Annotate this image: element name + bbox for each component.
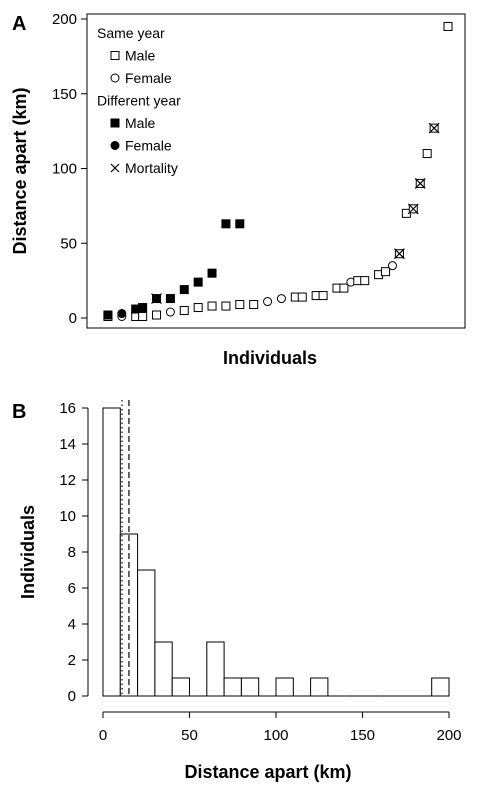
data-point xyxy=(103,310,113,320)
histogram-bar xyxy=(171,677,190,697)
panel-a-label: A xyxy=(12,13,26,35)
mortality-marker xyxy=(414,178,426,189)
panel-b-bars xyxy=(102,407,450,697)
data-point xyxy=(179,285,189,295)
y-tick-label: 0 xyxy=(69,310,77,327)
mortality-marker xyxy=(407,203,419,215)
histogram-bar xyxy=(137,569,156,697)
legend-entry-label: Female xyxy=(125,70,172,86)
data-point xyxy=(207,301,217,311)
data-point xyxy=(235,219,245,229)
x-tick-label: 200 xyxy=(436,727,461,744)
data-point xyxy=(193,277,203,287)
x-tick-label: 50 xyxy=(181,727,198,744)
y-tick-label: 150 xyxy=(52,86,77,103)
x-tick-label: 100 xyxy=(263,727,288,744)
data-point xyxy=(221,219,231,229)
data-point xyxy=(165,294,175,304)
data-point xyxy=(165,307,175,317)
panel-b-label: B xyxy=(12,401,26,423)
panel-a-points xyxy=(103,21,453,322)
legend-marker xyxy=(110,51,120,60)
data-point xyxy=(360,276,370,286)
histogram-bar xyxy=(431,677,450,697)
panel-a-x-axis-title: Individuals xyxy=(223,348,317,368)
panel-b: B 0 2 4 6 8 10 12 14 16 0 50 100 150 200 Individuals… xyxy=(12,400,462,782)
panel-b-y-axis: 0 2 4 6 8 10 12 14 16 xyxy=(59,400,88,705)
panel-b-y-axis-title: Individuals xyxy=(18,505,38,599)
y-tick-label: 50 xyxy=(60,235,77,252)
y-tick-label: 12 xyxy=(59,472,76,489)
data-point xyxy=(443,21,453,31)
legend-marker xyxy=(110,141,120,150)
y-tick-label: 200 xyxy=(52,11,77,28)
histogram-bar xyxy=(240,677,260,697)
y-tick-label: 16 xyxy=(59,400,76,417)
data-point xyxy=(381,267,391,277)
data-point xyxy=(249,300,259,310)
panel-b-x-axis-title: Distance apart (km) xyxy=(184,762,351,782)
data-point xyxy=(193,303,203,313)
y-tick-label: 100 xyxy=(52,161,77,178)
y-tick-label: 10 xyxy=(59,508,76,525)
mortality-marker xyxy=(393,248,405,260)
y-tick-label: 6 xyxy=(68,580,76,597)
panel-a-legend: Same year Male Female Different year Male Fem… xyxy=(97,25,181,176)
legend-group-title: Same year xyxy=(97,25,165,41)
panel-b-x-axis: 0 50 100 150 200 xyxy=(99,712,462,744)
y-tick-label: 0 xyxy=(68,688,76,705)
data-point xyxy=(318,291,328,301)
panel-a-frame xyxy=(86,13,466,329)
data-point xyxy=(179,306,189,316)
data-point xyxy=(152,310,162,320)
histogram-bar xyxy=(310,677,329,697)
legend-entry-label: Male xyxy=(125,115,156,131)
histogram-bar xyxy=(206,641,225,697)
x-tick-label: 0 xyxy=(99,727,107,744)
panel-a: A 0 50 100 150 200 Distance apart (km) Indiv… xyxy=(10,11,466,368)
data-point xyxy=(207,268,217,278)
data-point xyxy=(235,300,245,310)
panel-b-reference-lines xyxy=(121,400,130,696)
data-point xyxy=(339,283,349,293)
mortality-marker xyxy=(151,293,162,304)
panel-a-y-axis-title: Distance apart (km) xyxy=(10,87,30,254)
legend-entry-label: Mortality xyxy=(125,160,178,176)
legend-entry-label: Female xyxy=(125,138,172,154)
data-point xyxy=(138,312,148,322)
data-point xyxy=(221,301,231,311)
histogram-bar xyxy=(154,641,173,697)
histogram-bar xyxy=(275,677,294,697)
legend-marker xyxy=(110,118,120,128)
y-tick-label: 8 xyxy=(68,544,76,561)
legend-marker xyxy=(110,163,120,173)
data-point xyxy=(297,292,307,302)
panel-a-y-axis: 0 50 100 150 200 xyxy=(52,11,87,327)
histogram-bar xyxy=(223,677,242,697)
legend-marker xyxy=(110,73,120,83)
y-tick-label: 14 xyxy=(59,436,76,453)
data-point xyxy=(263,297,273,307)
legend-entry-label: Male xyxy=(125,48,156,64)
data-point xyxy=(422,149,432,159)
data-point xyxy=(138,303,148,313)
histogram-bar xyxy=(102,407,121,697)
y-tick-label: 2 xyxy=(68,652,76,669)
data-point xyxy=(387,261,397,271)
y-tick-label: 4 xyxy=(68,616,76,633)
legend-group-title: Different year xyxy=(97,93,181,109)
x-tick-label: 150 xyxy=(350,727,375,744)
mortality-marker xyxy=(428,122,440,134)
data-point xyxy=(276,294,286,304)
data-point xyxy=(117,309,127,319)
